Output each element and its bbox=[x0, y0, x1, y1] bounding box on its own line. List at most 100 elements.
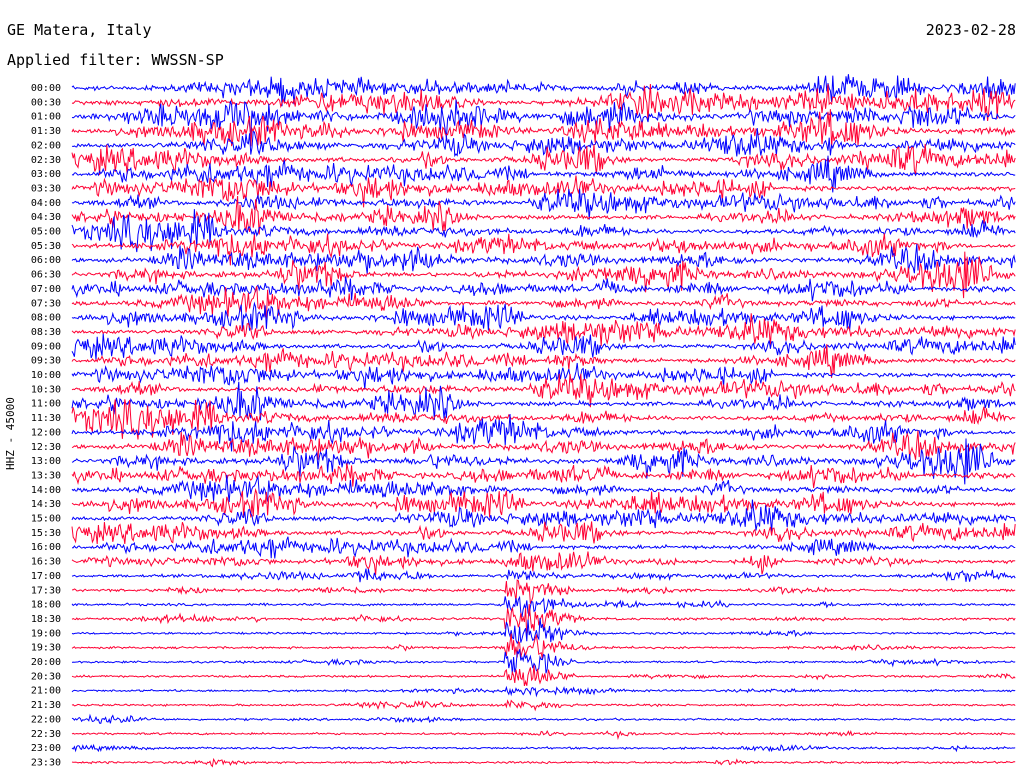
trace-row bbox=[71, 373, 1016, 408]
trace-row bbox=[71, 729, 1016, 741]
trace-row bbox=[71, 175, 1016, 208]
time-tick-label: 12:30 bbox=[31, 442, 61, 453]
time-tick-label: 02:30 bbox=[31, 155, 61, 166]
time-tick-label: 09:30 bbox=[31, 356, 61, 367]
time-tick-label: 17:00 bbox=[31, 571, 61, 582]
trace-row bbox=[71, 74, 1016, 107]
trace-row bbox=[71, 313, 1016, 347]
trace-row bbox=[71, 344, 1016, 378]
trace-row bbox=[71, 109, 1016, 148]
trace-row bbox=[71, 551, 1016, 575]
trace-row bbox=[71, 83, 1016, 121]
time-tick-label: 13:00 bbox=[31, 456, 61, 467]
time-tick-label: 23:00 bbox=[31, 743, 61, 754]
time-tick-label: 00:00 bbox=[31, 83, 61, 94]
trace-row bbox=[71, 474, 1016, 503]
time-tick-label: 20:00 bbox=[31, 657, 61, 668]
station-title: GE Matera, Italy bbox=[7, 21, 152, 39]
date-label: 2023-02-28 bbox=[925, 21, 1016, 39]
trace-row bbox=[71, 381, 1016, 421]
time-tick-label: 12:00 bbox=[31, 427, 61, 438]
time-tick-label: 11:30 bbox=[31, 413, 61, 424]
trace-row bbox=[71, 209, 1016, 253]
trace-row bbox=[71, 195, 1016, 235]
time-tick-label: 23:30 bbox=[31, 757, 61, 768]
time-tick-label: 05:30 bbox=[31, 241, 61, 252]
trace-row bbox=[71, 301, 1016, 331]
time-tick-label: 13:30 bbox=[31, 470, 61, 481]
time-tick-label: 15:30 bbox=[31, 528, 61, 539]
trace-row bbox=[71, 463, 1016, 489]
time-tick-label: 11:00 bbox=[31, 399, 61, 410]
trace-row bbox=[71, 699, 1016, 712]
trace-row bbox=[71, 633, 1016, 660]
time-tick-label: 06:30 bbox=[31, 270, 61, 281]
trace-row bbox=[71, 757, 1016, 768]
time-tick-label: 16:00 bbox=[31, 542, 61, 553]
trace-row bbox=[71, 499, 1016, 532]
trace-row bbox=[71, 685, 1016, 698]
time-tick-label: 22:00 bbox=[31, 714, 61, 725]
trace-row bbox=[71, 618, 1016, 645]
time-tick-label: 20:30 bbox=[31, 671, 61, 682]
trace-row bbox=[71, 536, 1016, 559]
time-tick-label: 09:00 bbox=[31, 341, 61, 352]
time-tick-labels: 00:00 00:30 01:00 01:30 02:00 02:30 03:00 03:30… bbox=[31, 83, 61, 768]
trace-row bbox=[71, 413, 1016, 452]
time-tick-label: 16:30 bbox=[31, 557, 61, 568]
trace-row bbox=[71, 665, 1016, 687]
trace-row bbox=[71, 430, 1016, 460]
trace-row bbox=[71, 276, 1016, 302]
time-tick-label: 22:30 bbox=[31, 729, 61, 740]
time-tick-label: 21:30 bbox=[31, 700, 61, 711]
trace-row bbox=[72, 579, 1016, 604]
time-tick-label: 06:00 bbox=[31, 255, 61, 266]
time-tick-label: 04:00 bbox=[31, 198, 61, 209]
trace-row bbox=[71, 127, 1016, 158]
time-tick-label: 10:00 bbox=[31, 370, 61, 381]
trace-row bbox=[71, 399, 1016, 440]
trace-row bbox=[71, 487, 1016, 518]
trace-row bbox=[71, 649, 1016, 675]
trace-row bbox=[71, 521, 1016, 545]
seismic-traces bbox=[71, 74, 1016, 768]
trace-row bbox=[71, 595, 1016, 618]
time-tick-label: 08:00 bbox=[31, 313, 61, 324]
trace-row bbox=[71, 155, 1016, 193]
time-tick-label: 18:30 bbox=[31, 614, 61, 625]
time-tick-label: 14:00 bbox=[31, 485, 61, 496]
time-tick-label: 03:30 bbox=[31, 183, 61, 194]
time-tick-label: 01:30 bbox=[31, 126, 61, 137]
time-tick-label: 00:30 bbox=[31, 97, 61, 108]
time-tick-label: 15:00 bbox=[31, 514, 61, 525]
time-tick-label: 07:00 bbox=[31, 284, 61, 295]
time-tick-label: 01:00 bbox=[31, 112, 61, 123]
time-tick-label: 05:00 bbox=[31, 227, 61, 238]
trace-row bbox=[71, 713, 1016, 724]
time-tick-label: 02:00 bbox=[31, 140, 61, 151]
trace-row bbox=[71, 188, 1016, 220]
time-tick-label: 03:00 bbox=[31, 169, 61, 180]
filter-label: Applied filter: WWSSN-SP bbox=[7, 51, 224, 69]
trace-row bbox=[71, 243, 1016, 274]
trace-row bbox=[71, 99, 1016, 139]
time-tick-label: 08:30 bbox=[31, 327, 61, 338]
time-tick-label: 19:30 bbox=[31, 643, 61, 654]
trace-row bbox=[71, 362, 1016, 390]
trace-row bbox=[71, 251, 1016, 299]
time-tick-label: 21:00 bbox=[31, 686, 61, 697]
time-tick-label: 14:30 bbox=[31, 499, 61, 510]
trace-row bbox=[71, 233, 1016, 266]
time-tick-label: 19:00 bbox=[31, 628, 61, 639]
trace-row bbox=[71, 286, 1016, 319]
trace-row bbox=[71, 743, 1016, 753]
time-tick-label: 17:30 bbox=[31, 585, 61, 596]
trace-row bbox=[71, 568, 1016, 583]
time-tick-label: 04:30 bbox=[31, 212, 61, 223]
trace-row bbox=[71, 333, 1016, 360]
time-tick-label: 18:00 bbox=[31, 600, 61, 611]
time-tick-label: 07:30 bbox=[31, 298, 61, 309]
time-tick-label: 10:30 bbox=[31, 384, 61, 395]
trace-row bbox=[71, 438, 1016, 485]
